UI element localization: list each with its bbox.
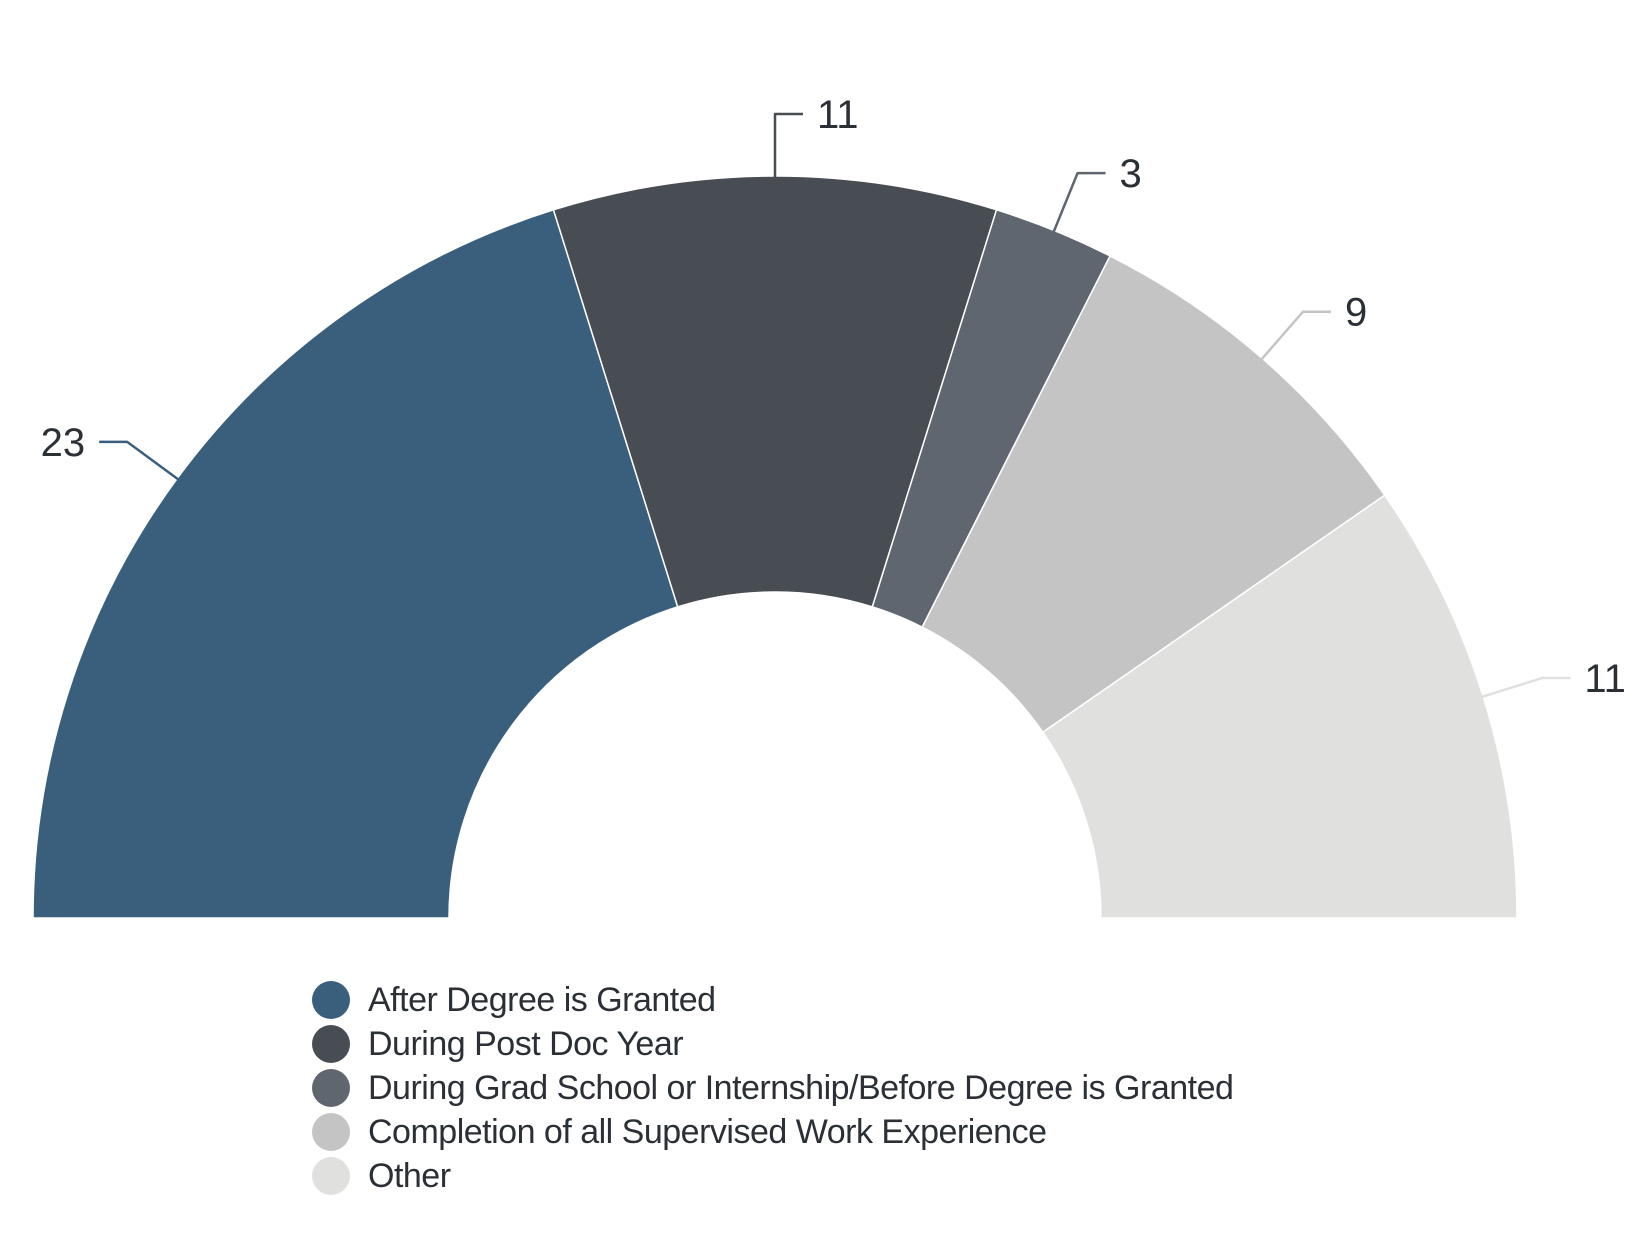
semi-donut-chart: 23 11 3 9 11 [32, 93, 1626, 919]
chart-data-labels: 23 11 3 9 11 [41, 93, 1626, 701]
legend-label: Other [368, 1156, 451, 1195]
slice-1 [32, 208, 679, 919]
legend-swatch-icon [312, 1157, 350, 1195]
legend-label: Completion of all Supervised Work Experi… [368, 1112, 1047, 1151]
legend-label: During Grad School or Internship/Before … [368, 1068, 1234, 1107]
slice-4 [921, 254, 1386, 734]
chart-slices [32, 175, 1518, 919]
legend-swatch-icon [312, 1069, 350, 1107]
data-label-1: 23 [41, 421, 86, 465]
legend-label: During Post Doc Year [368, 1024, 684, 1063]
slice-2 [552, 175, 998, 608]
leader-line-3 [1052, 171, 1106, 233]
data-label-2: 11 [817, 93, 859, 137]
legend-label: After Degree is Granted [368, 980, 716, 1019]
data-label-5: 11 [1584, 657, 1626, 701]
legend-swatch-icon [312, 1113, 350, 1151]
legend-item: During Post Doc Year [312, 1022, 1233, 1066]
leader-line-2 [773, 112, 803, 178]
legend-item: Other [312, 1154, 1233, 1198]
leader-line-1 [99, 440, 180, 481]
leader-line-5 [1480, 676, 1571, 699]
chart-legend: After Degree is Granted During Post Doc Y… [312, 978, 1234, 1198]
legend-swatch-icon [312, 981, 350, 1019]
legend-swatch-icon [312, 1025, 350, 1063]
slice-5 [1041, 494, 1518, 919]
data-label-3: 3 [1120, 152, 1142, 196]
chart-leader-lines [99, 112, 1571, 699]
legend-item: During Grad School or Internship/Before … [312, 1066, 1234, 1110]
legend-item: Completion of all Supervised Work Experi… [312, 1110, 1233, 1154]
data-label-4: 9 [1345, 291, 1367, 335]
legend-item: After Degree is Granted [312, 978, 1233, 1022]
leader-line-4 [1260, 310, 1332, 361]
